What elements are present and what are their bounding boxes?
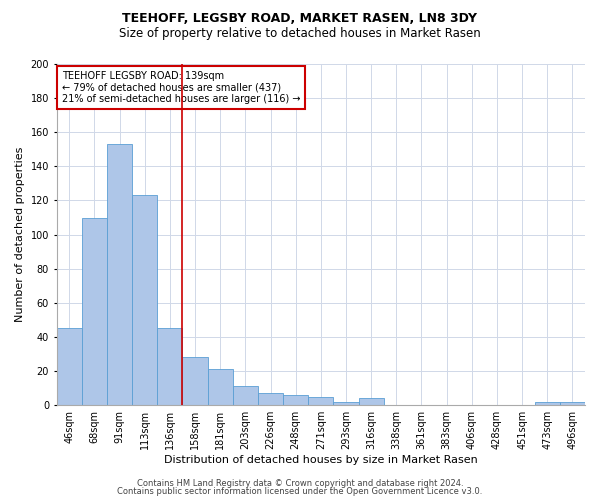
Bar <box>56 328 82 405</box>
Text: TEEHOFF, LEGSBY ROAD, MARKET RASEN, LN8 3DY: TEEHOFF, LEGSBY ROAD, MARKET RASEN, LN8 … <box>122 12 478 26</box>
Bar <box>334 402 359 405</box>
Bar <box>208 370 233 405</box>
Bar <box>132 196 157 405</box>
Bar <box>82 218 107 405</box>
Bar <box>258 394 283 405</box>
Bar <box>283 395 308 405</box>
Bar <box>560 402 585 405</box>
Bar <box>535 402 560 405</box>
Text: TEEHOFF LEGSBY ROAD: 139sqm
← 79% of detached houses are smaller (437)
21% of se: TEEHOFF LEGSBY ROAD: 139sqm ← 79% of det… <box>62 71 301 104</box>
X-axis label: Distribution of detached houses by size in Market Rasen: Distribution of detached houses by size … <box>164 455 478 465</box>
Bar <box>233 386 258 405</box>
Text: Contains HM Land Registry data © Crown copyright and database right 2024.: Contains HM Land Registry data © Crown c… <box>137 478 463 488</box>
Bar <box>157 328 182 405</box>
Y-axis label: Number of detached properties: Number of detached properties <box>15 147 25 322</box>
Bar <box>107 144 132 405</box>
Bar <box>359 398 384 405</box>
Text: Size of property relative to detached houses in Market Rasen: Size of property relative to detached ho… <box>119 28 481 40</box>
Text: Contains public sector information licensed under the Open Government Licence v3: Contains public sector information licen… <box>118 487 482 496</box>
Bar <box>182 358 208 405</box>
Bar <box>308 396 334 405</box>
